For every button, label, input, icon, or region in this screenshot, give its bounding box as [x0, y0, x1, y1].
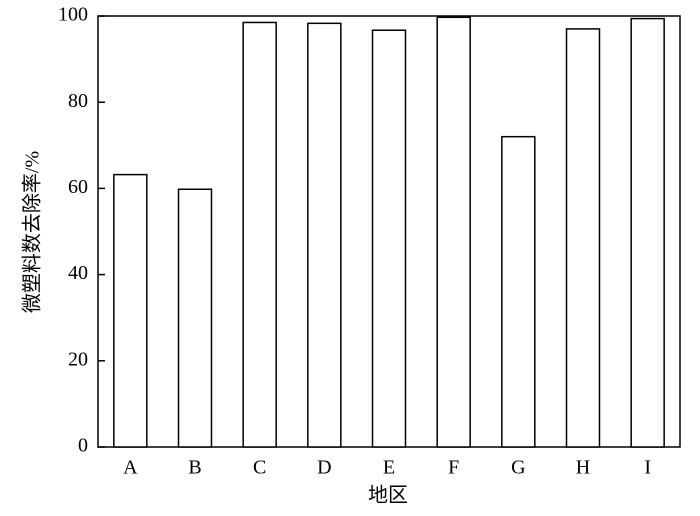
y-tick-label: 100 — [58, 4, 88, 26]
x-tick-label: H — [576, 457, 590, 479]
x-tick-label: E — [383, 457, 395, 479]
bar — [113, 173, 148, 448]
bar — [436, 16, 471, 448]
x-tick-label: C — [253, 457, 266, 479]
y-tick-label: 60 — [68, 176, 88, 198]
x-axis-label: 地区 — [368, 484, 408, 507]
x-tick-label: B — [188, 457, 201, 479]
y-tick-label: 20 — [68, 348, 88, 370]
x-tick-label: D — [317, 457, 331, 479]
y-tick-label: 40 — [68, 262, 88, 284]
x-tick-label: I — [644, 457, 651, 479]
y-tick-label: 0 — [78, 435, 88, 457]
x-tick-label: A — [123, 457, 138, 479]
bar — [565, 28, 601, 448]
y-axis-label: 微塑料数去除率/% — [21, 151, 44, 313]
y-tick-label: 80 — [68, 90, 88, 112]
bar — [371, 29, 407, 448]
x-tick-label: G — [511, 457, 525, 479]
bar — [630, 17, 665, 448]
bar — [307, 22, 342, 448]
bar — [177, 188, 213, 448]
x-tick-label: F — [448, 457, 459, 479]
bar — [501, 135, 536, 448]
bar — [242, 21, 277, 448]
